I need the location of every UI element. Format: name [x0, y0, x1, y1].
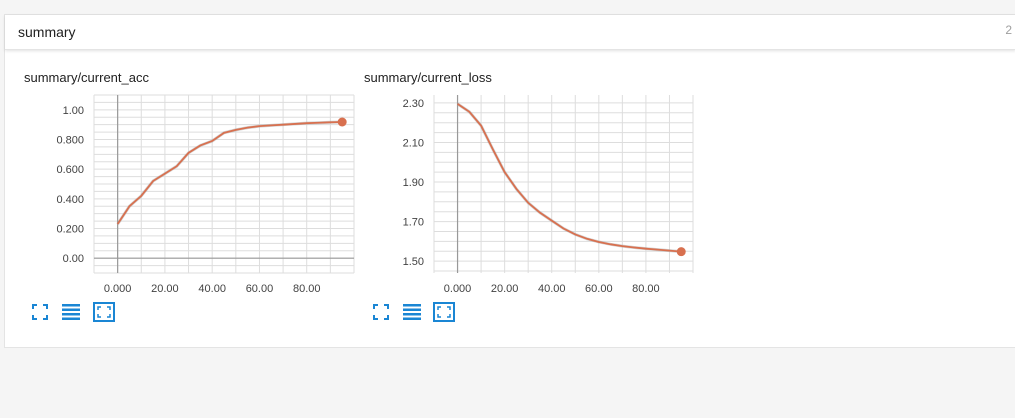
series-line-smoothed — [116, 120, 343, 225]
y-tick-label: 1.00 — [63, 105, 84, 117]
y-tick-label: 1.70 — [403, 217, 424, 229]
card-count: 2 — [1005, 23, 1012, 37]
log-scale-icon[interactable] — [61, 302, 81, 322]
x-tick-label: 0.000 — [444, 283, 472, 295]
x-tick-label: 80.00 — [293, 283, 321, 295]
y-tick-label: 0.400 — [56, 194, 84, 206]
expand-icon[interactable] — [93, 302, 115, 322]
chart-title-acc: summary/current_acc — [24, 70, 149, 85]
summary-card: summary 2 — [4, 14, 1015, 348]
chart-loss[interactable]: 1.50 1.70 1.90 2.10 2.30 0.000 20.00 40.00 60.00… — [403, 95, 694, 295]
series-last-point[interactable] — [337, 117, 347, 127]
y-tick-label: 2.10 — [403, 137, 424, 149]
y-tick-label: 0.00 — [63, 253, 84, 265]
card-header[interactable]: summary 2 — [5, 15, 1015, 50]
x-tick-label: 20.00 — [151, 283, 179, 295]
x-tick-label: 60.00 — [246, 283, 274, 295]
fit-domain-icon[interactable] — [30, 302, 50, 322]
x-tick-label: 80.00 — [632, 283, 660, 295]
y-tick-label: 0.200 — [56, 224, 84, 236]
series-line[interactable] — [457, 103, 682, 253]
chart-title-loss: summary/current_loss — [364, 70, 492, 85]
log-scale-icon[interactable] — [402, 302, 422, 322]
series-line-smoothed — [456, 102, 682, 254]
y-tick-label: 1.90 — [403, 177, 424, 189]
chart-acc[interactable]: 0.00 0.200 0.400 0.600 0.800 1.00 0.000 20.00 40… — [56, 94, 355, 295]
x-tick-label: 0.000 — [104, 283, 132, 295]
y-tick-label: 0.800 — [56, 135, 84, 147]
expand-icon[interactable] — [433, 302, 455, 322]
y-tick-label: 2.30 — [403, 98, 424, 110]
x-tick-label: 60.00 — [585, 283, 613, 295]
y-tick-label: 1.50 — [403, 256, 424, 268]
card-title: summary — [18, 24, 76, 40]
y-tick-label: 0.600 — [56, 164, 84, 176]
x-tick-label: 20.00 — [491, 283, 519, 295]
fit-domain-icon[interactable] — [371, 302, 391, 322]
series-last-point[interactable] — [676, 247, 686, 257]
x-tick-label: 40.00 — [538, 283, 566, 295]
series-line[interactable] — [116, 121, 343, 225]
x-tick-label: 40.00 — [198, 283, 226, 295]
